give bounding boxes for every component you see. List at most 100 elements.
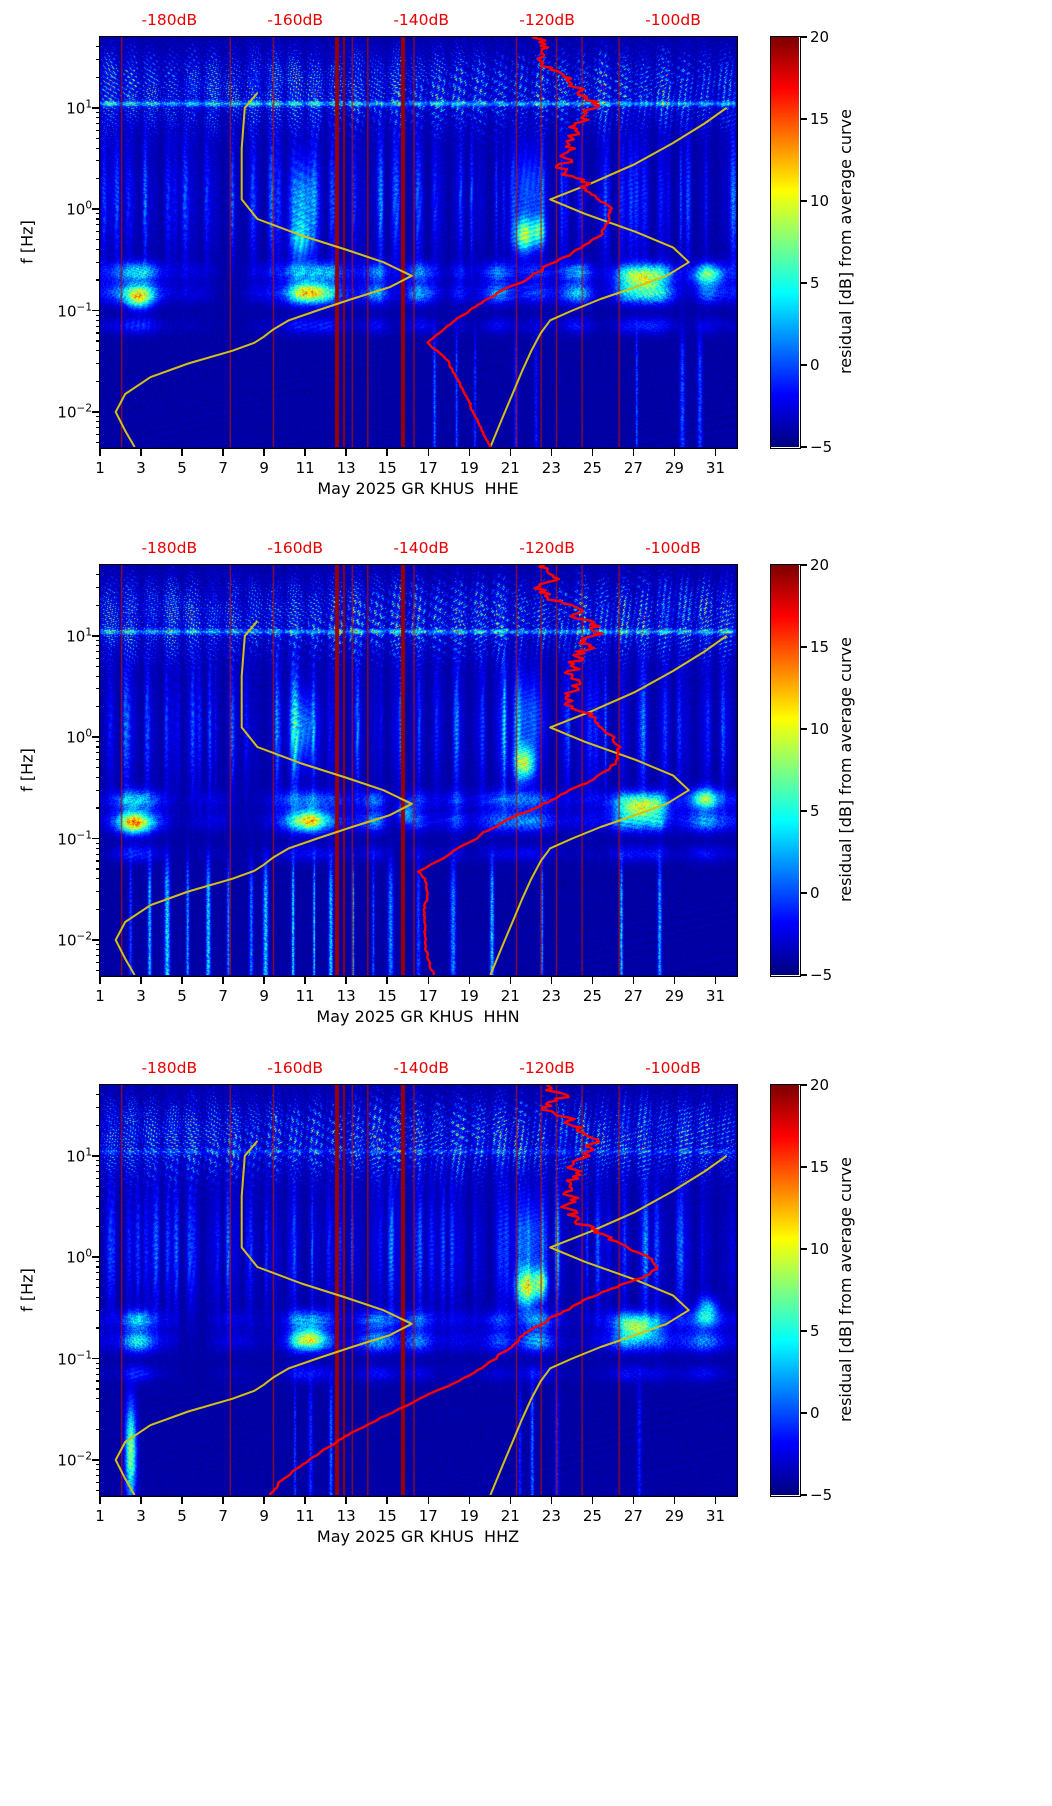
y-minor-tick bbox=[95, 1170, 99, 1173]
colorbar-label: residual [dB] from average curve bbox=[836, 109, 855, 375]
x-tick-label: 5 bbox=[177, 987, 187, 1005]
x-tick bbox=[714, 448, 717, 456]
y-tick-label: 101 bbox=[66, 1146, 92, 1166]
y-minor-tick bbox=[95, 1195, 99, 1197]
top-axis-db-label: -140dB bbox=[393, 11, 449, 29]
y-tick-label: 100 bbox=[66, 1247, 92, 1267]
y-minor-tick bbox=[95, 122, 99, 125]
x-tick bbox=[550, 448, 553, 456]
colorbar-tick bbox=[801, 1084, 807, 1086]
y-minor-tick bbox=[95, 218, 99, 220]
colorbar-tick bbox=[801, 646, 807, 648]
x-tick-label: 5 bbox=[177, 459, 187, 477]
y-minor-tick bbox=[95, 807, 99, 809]
y-tick bbox=[92, 107, 99, 109]
y-minor-tick bbox=[95, 160, 99, 162]
top-axis-db-label: -180dB bbox=[141, 539, 198, 557]
x-tick-label: 29 bbox=[664, 1507, 684, 1525]
y-minor-tick bbox=[95, 1296, 99, 1299]
x-tick bbox=[140, 976, 142, 984]
colorbar-tick-label: 20 bbox=[810, 1076, 830, 1094]
x-tick bbox=[140, 448, 142, 456]
x-tick-label: 23 bbox=[541, 1507, 561, 1525]
y-minor-tick bbox=[95, 178, 99, 180]
y-minor-tick bbox=[95, 969, 99, 971]
x-tick-label: 1 bbox=[95, 987, 105, 1005]
colorbar-tick-label: 15 bbox=[810, 638, 830, 656]
y-minor-tick bbox=[95, 604, 99, 606]
y-minor-tick bbox=[95, 752, 99, 754]
top-axis-db-label: -120dB bbox=[519, 539, 575, 557]
colorbar-tick bbox=[801, 1166, 807, 1168]
y-minor-tick bbox=[95, 224, 99, 226]
x-tick-label: 27 bbox=[623, 459, 643, 477]
colorbar bbox=[770, 35, 801, 449]
y-minor-tick bbox=[95, 46, 99, 48]
spectrogram-panel-hhe: -180dB -160dB -140dB -120dB -100dB 101 100 10−… bbox=[0, 0, 1052, 528]
x-tick bbox=[304, 1496, 306, 1504]
y-tick bbox=[92, 939, 99, 941]
x-tick bbox=[673, 1496, 676, 1504]
y-minor-tick bbox=[95, 421, 99, 423]
y-minor-tick bbox=[95, 111, 99, 114]
y-tick bbox=[92, 1459, 99, 1461]
y-minor-tick bbox=[95, 231, 99, 233]
spectrogram-panel-hhz: -180dB -160dB -140dB -120dB -100dB 101 100 10−… bbox=[0, 1048, 1052, 1576]
x-tick bbox=[509, 1496, 512, 1504]
y-minor-tick bbox=[95, 1327, 99, 1329]
colorbar-tick-label: 20 bbox=[810, 28, 830, 46]
y-minor-tick bbox=[95, 433, 99, 435]
top-axis-db-label: -120dB bbox=[519, 1059, 575, 1077]
x-axis-label: May 2025 GR KHUS HHE bbox=[317, 479, 519, 498]
colorbar-tick-label: −5 bbox=[810, 1486, 833, 1504]
y-axis-label: f [Hz] bbox=[17, 220, 37, 264]
x-tick-label: 3 bbox=[136, 987, 146, 1005]
x-tick bbox=[345, 448, 347, 456]
x-tick bbox=[427, 976, 429, 984]
colorbar-tick bbox=[801, 446, 807, 448]
plot-area bbox=[98, 1083, 738, 1497]
colorbar-label: residual [dB] from average curve bbox=[836, 637, 855, 903]
x-tick-label: 31 bbox=[705, 987, 726, 1005]
y-minor-tick bbox=[95, 1124, 99, 1126]
x-tick bbox=[550, 1496, 553, 1504]
y-minor-tick bbox=[95, 1177, 99, 1179]
spectrogram-image bbox=[99, 1084, 736, 1495]
colorbar-label: residual [dB] from average curve bbox=[836, 1157, 855, 1423]
x-tick bbox=[386, 1496, 388, 1504]
y-minor-tick bbox=[95, 137, 99, 139]
x-tick-label: 19 bbox=[459, 987, 479, 1005]
y-minor-tick bbox=[95, 340, 99, 342]
y-minor-tick bbox=[95, 706, 99, 708]
y-tick bbox=[92, 736, 99, 738]
x-tick bbox=[714, 976, 717, 984]
colorbar-tick-label: 5 bbox=[810, 274, 820, 292]
y-tick-label: 10−2 bbox=[57, 930, 92, 950]
y-tick-label: 10−2 bbox=[57, 1450, 92, 1470]
y-minor-tick bbox=[95, 1159, 99, 1162]
x-tick bbox=[509, 976, 512, 984]
colorbar bbox=[770, 563, 801, 977]
colorbar-tick-label: −5 bbox=[810, 438, 833, 456]
x-tick bbox=[427, 1496, 429, 1504]
y-minor-tick bbox=[95, 639, 99, 642]
y-minor-tick bbox=[95, 908, 99, 910]
x-tick bbox=[673, 976, 676, 984]
x-tick-label: 31 bbox=[705, 459, 726, 477]
x-tick-label: 5 bbox=[177, 1507, 187, 1525]
colorbar-tick bbox=[801, 118, 807, 120]
x-tick-label: 29 bbox=[664, 459, 684, 477]
x-axis-label: May 2025 GR KHUS HHZ bbox=[316, 1527, 520, 1546]
top-axis-db-label: -100dB bbox=[645, 1059, 701, 1077]
y-axis-label: f [Hz] bbox=[17, 1268, 37, 1312]
x-tick bbox=[591, 976, 594, 984]
y-minor-tick bbox=[95, 949, 99, 951]
colorbar-tick bbox=[801, 1494, 807, 1496]
y-minor-tick bbox=[95, 332, 99, 334]
y-minor-tick bbox=[95, 954, 99, 957]
spectrogram-image bbox=[99, 36, 736, 447]
y-minor-tick bbox=[95, 1398, 99, 1400]
x-tick-label: 21 bbox=[500, 1507, 520, 1525]
x-tick bbox=[99, 1496, 101, 1504]
y-minor-tick bbox=[95, 1261, 99, 1263]
